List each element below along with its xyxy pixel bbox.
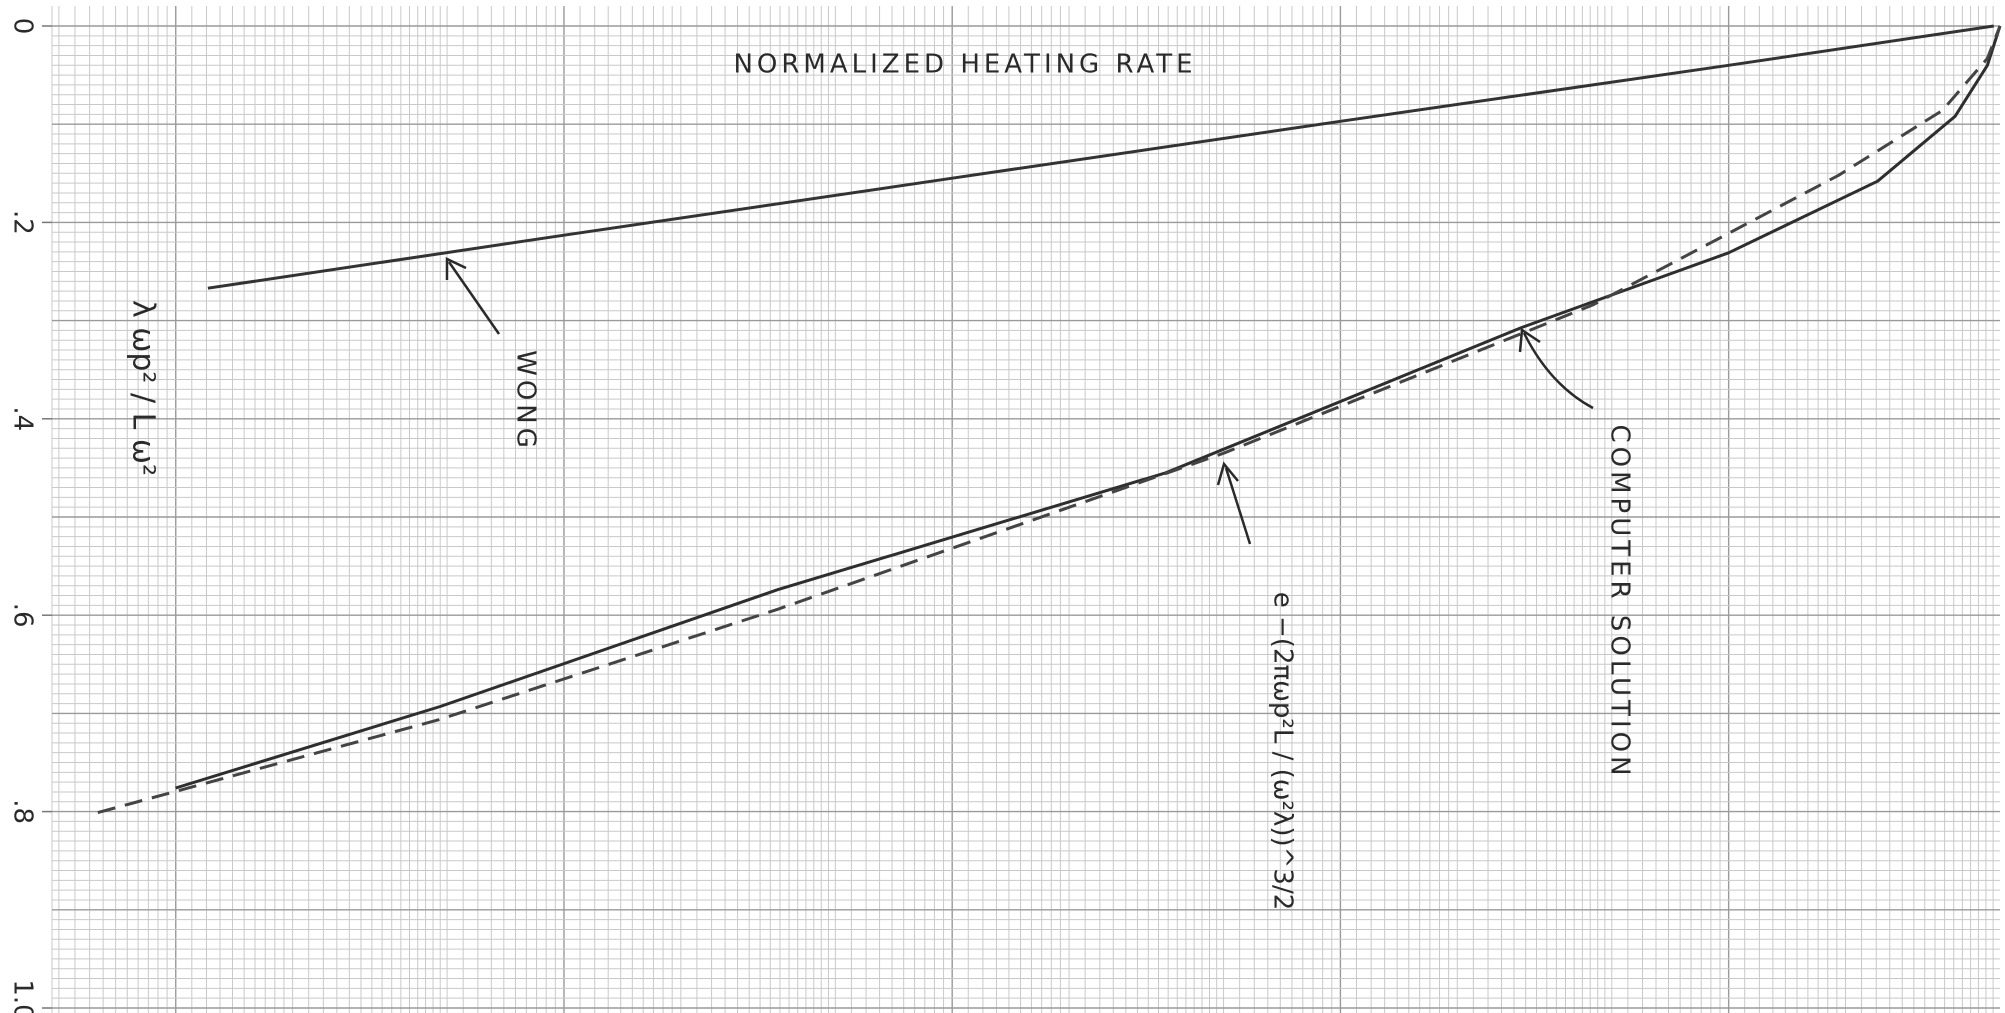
arrow — [1522, 332, 1594, 410]
y-tick-label: 1.0 — [8, 979, 38, 1013]
arrow-head — [1518, 327, 1541, 353]
arrow — [447, 261, 501, 335]
annotation: COMPUTER SOLUTION — [1605, 424, 1635, 779]
chart-title: NORMALIZED HEATING RATE — [733, 50, 1196, 80]
series-line — [175, 25, 2002, 790]
y-tick-label: 0 — [8, 18, 38, 35]
arrows — [445, 257, 1594, 545]
annotation: e −(2πωp²L / (ω²λ))^3/2 — [1268, 592, 1298, 911]
y-axis-label: λ ωp² / L ω² — [126, 300, 161, 476]
series-line — [97, 25, 2002, 815]
y-tick-label: .8 — [8, 799, 38, 824]
arrow-head — [445, 257, 467, 280]
graph-paper — [51, 6, 2000, 1013]
arrow-head — [1216, 461, 1239, 486]
plot: 0 .2 .4 .6 .8 1.0 — [8, 18, 2002, 1013]
annotation: WONG — [511, 350, 541, 452]
arrow — [1224, 467, 1252, 545]
y-tick-label: .4 — [8, 406, 38, 431]
y-tick-label: .2 — [8, 210, 38, 235]
y-tick-label: .6 — [8, 603, 38, 628]
series-line — [207, 24, 1995, 290]
